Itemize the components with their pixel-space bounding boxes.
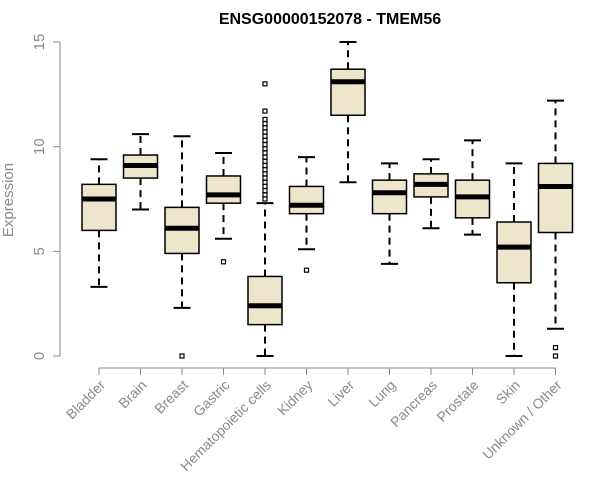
chart-title: ENSG00000152078 - TMEM56 [219, 11, 441, 28]
outlier-point [262, 141, 268, 148]
box-unknown-other [537, 99, 574, 359]
y-axis: 0 5 10 15 [31, 34, 61, 360]
outlier-point [262, 108, 268, 114]
outlier-point [262, 121, 268, 127]
y-tick-label: 0 [31, 352, 48, 360]
box-kidney [288, 156, 325, 273]
outlier-point [552, 345, 559, 351]
x-tick-label: Liver [324, 377, 357, 410]
x-tick-label: Prostate [433, 377, 481, 425]
box-iqr [537, 162, 574, 234]
box-liver [330, 41, 366, 184]
x-tick-label: Breast [151, 377, 191, 417]
outlier-point [262, 175, 268, 181]
outlier-point [262, 137, 268, 143]
outlier-point [262, 133, 268, 139]
x-tick-label: Lung [365, 377, 398, 410]
outlier-point [552, 353, 559, 359]
x-tick-label: Unknown / Other [479, 377, 565, 463]
box-lung [371, 162, 408, 265]
y-tick-label: 15 [31, 34, 48, 51]
outlier-point [262, 150, 268, 156]
box-iqr [496, 221, 532, 284]
x-tick-label: Bladder [63, 377, 109, 423]
outlier-point [262, 188, 268, 194]
y-tick-label: 10 [31, 138, 48, 155]
outlier-point [262, 129, 268, 135]
y-axis-label: Expression [0, 163, 17, 237]
outlier-point [262, 196, 268, 202]
outlier-point [262, 171, 268, 177]
x-tick-label: Brain [115, 377, 149, 411]
x-tick-label: Kidney [274, 377, 316, 419]
box-iqr [205, 175, 242, 204]
box-brain [122, 133, 159, 211]
outlier-point [262, 125, 268, 131]
box-iqr [330, 68, 366, 117]
outlier-point [262, 162, 268, 169]
outlier-point [262, 167, 268, 173]
outlier-point [262, 154, 268, 160]
outlier-point [262, 116, 268, 123]
outlier-point [262, 183, 268, 190]
outlier-point [262, 146, 268, 152]
box-breast [164, 135, 200, 359]
box-prostate [454, 139, 491, 236]
outlier-point [262, 179, 268, 185]
box-iqr [288, 185, 325, 215]
outlier-point [220, 259, 227, 265]
plot-area [81, 41, 574, 359]
box-skin [496, 162, 532, 357]
box-bladder [81, 158, 117, 288]
outlier-point [262, 192, 268, 198]
outlier-point [179, 353, 185, 359]
box-iqr [247, 275, 283, 326]
outlier-point [262, 81, 268, 87]
box-pancreas [413, 158, 449, 230]
y-tick-label: 5 [31, 247, 48, 255]
box-gastric [205, 151, 242, 265]
outlier-point [262, 158, 268, 164]
box-iqr [371, 179, 408, 215]
box-hematopoietic-cells [247, 81, 283, 357]
box-iqr [81, 183, 117, 232]
outlier-point [303, 267, 310, 273]
x-tick-label: Skin [493, 377, 524, 408]
